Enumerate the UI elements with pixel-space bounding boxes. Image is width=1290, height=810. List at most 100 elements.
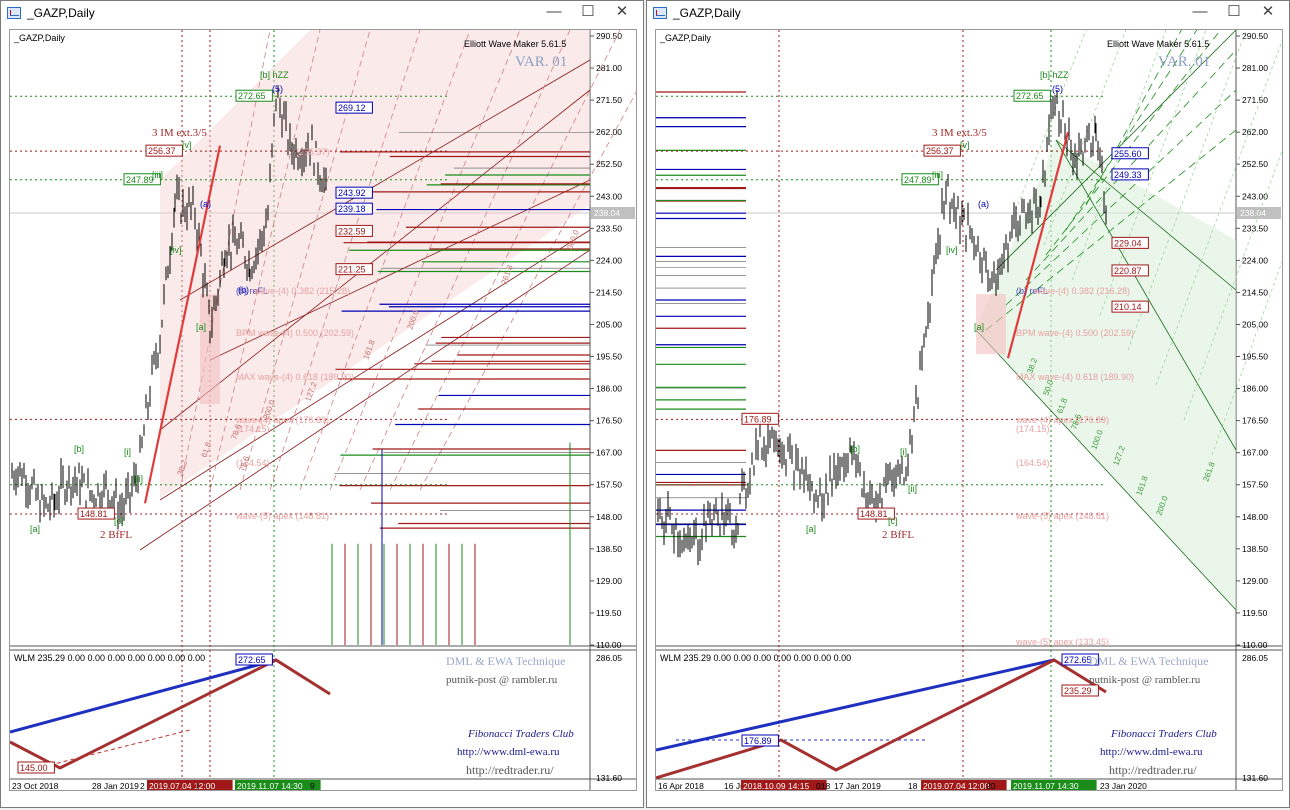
annotation: wave-(4) 0.382 (216.28) (1033, 286, 1130, 296)
chart-icon (7, 7, 21, 19)
price-chart-svg: 290.50 281.00 271.50 262.00 252.50 243.00 233.… (656, 30, 1282, 790)
price-box: 239.18 (338, 204, 366, 214)
symbol-label: _GAZP,Daily (660, 33, 711, 43)
sub-y-tick-label: 131.60 (596, 773, 622, 783)
indicator-name: Elliott Wave Maker 5.61.5 (464, 39, 567, 49)
trend-fan-line (1005, 89, 1237, 306)
price-box-frame (1111, 300, 1149, 313)
price-box-frame (335, 224, 373, 237)
x-time-marker (147, 780, 233, 790)
sub-header: WLM 235.29 0.00 0.00 0.00 0.00 0.00 0.00… (14, 653, 206, 663)
y-tick-label: 176.50 (596, 416, 622, 426)
minimize-button[interactable]: — (546, 3, 562, 20)
y-tick-label: 243.00 (596, 191, 622, 201)
sub-header: WLM 235.29 0.00 0.00 0.00 0.00 0.00 0.00… (660, 653, 852, 663)
price-box: 272.65 (1016, 91, 1044, 101)
wave-label: [ii] (908, 484, 917, 494)
impulse-line (1006, 131, 1070, 359)
y-tick-label: 262.00 (596, 127, 622, 137)
fib-fan-line (269, 30, 421, 491)
wave-label: [iv] (170, 245, 182, 255)
url2-link[interactable]: http://redtrader.ru/ (466, 763, 554, 777)
close-button[interactable]: ✕ (1261, 3, 1275, 20)
email-label: putnik-post @ rambler.ru (1089, 674, 1201, 686)
price-box-frame (1111, 168, 1149, 181)
wave-label: [a] (30, 524, 40, 534)
chart-window-left[interactable]: _GAZP,Daily — ☐ ✕ 290.50 281.00 271.50 262.… (0, 0, 644, 808)
wlm-zigzag (10, 658, 331, 770)
current-price-tag (591, 206, 635, 219)
annotation: (164.54) (236, 458, 270, 468)
wave-label: [a] (196, 322, 206, 332)
chart-window-right[interactable]: _GAZP,Daily — ☐ ✕ 290.50 281.00 271.50 262.… (646, 0, 1290, 808)
y-tick-label: 167.00 (1242, 448, 1268, 458)
sub-y-tick-label: 131.60 (1242, 773, 1268, 783)
sub-price-box-frame (741, 734, 779, 747)
x-tick-label: 2019.07.04 12:00 (923, 781, 989, 790)
window-title: _GAZP,Daily (27, 6, 95, 20)
close-button[interactable]: ✕ (615, 3, 629, 20)
y-tick-label: 186.00 (596, 384, 622, 394)
club-label: Fibonacci Traders Club (1111, 728, 1217, 740)
wave-channel-shade (160, 30, 590, 498)
price-box: 256.37 (148, 146, 176, 156)
var-label: VAR. 01 (515, 54, 568, 70)
chart-area[interactable]: 290.50 281.00 271.50 262.00 252.50 243.00 233.… (655, 29, 1283, 791)
annotation: (164.54) (1016, 458, 1050, 468)
chart-area[interactable]: 290.50 281.00 271.50 262.00 252.50 243.00 233.… (9, 29, 637, 791)
minimize-button[interactable]: — (1192, 3, 1208, 20)
url2-link[interactable]: http://redtrader.ru/ (1109, 763, 1197, 777)
price-box: 243.92 (338, 188, 366, 198)
annotation: wave-(5) apex (148.81) (1015, 511, 1109, 521)
y-tick-label: 290.50 (1242, 31, 1268, 41)
wave-label: [iii] (932, 170, 943, 180)
maximize-button[interactable]: ☐ (581, 3, 595, 20)
x-time-marker (921, 780, 1007, 790)
y-tick-label: 281.00 (596, 63, 622, 73)
title-bar[interactable]: _GAZP,Daily — ☐ ✕ (647, 1, 1289, 25)
y-tick-label: 205.00 (596, 319, 622, 329)
price-box-frame (335, 101, 373, 114)
url1-link[interactable]: http://www.dml-ewa.ru (457, 746, 560, 758)
sub-price-box: 272.65 (238, 655, 266, 665)
x-time-marker (235, 780, 321, 790)
price-box-frame (335, 186, 373, 199)
price-box: 272.65 (238, 91, 266, 101)
annotation: 2 BfFL (100, 529, 132, 541)
annotation: (174.15) (1016, 424, 1050, 434)
price-box-frame (857, 507, 895, 520)
var-label: VAR. 01 (1158, 54, 1211, 70)
target-zone (976, 294, 1006, 355)
wave-label: [iii] (152, 170, 163, 180)
price-box-frame (923, 144, 961, 157)
maximize-button[interactable]: ☐ (1227, 3, 1241, 20)
price-box: 229.04 (1114, 238, 1142, 248)
wave-label: (5) (1052, 84, 1063, 94)
x-tick-label: 23 Oct 2018 (12, 781, 59, 790)
price-box: 256.37 (926, 146, 954, 156)
wlm-zigzag (656, 658, 1107, 780)
symbol-label: _GAZP,Daily (14, 33, 65, 43)
price-box-frame (1111, 147, 1149, 160)
current-price-label: 238.04 (1240, 208, 1266, 218)
sub-price-box-frame (1061, 684, 1099, 697)
y-tick-label: 214.50 (596, 287, 622, 297)
current-price-label: 238.04 (594, 208, 620, 218)
title-bar[interactable]: _GAZP,Daily — ☐ ✕ (1, 1, 643, 25)
y-tick-label: 281.00 (1242, 63, 1268, 73)
annotation: (174.15) (236, 424, 270, 434)
sub-price-box-frame (235, 653, 273, 666)
annotation: wave-(4) apex (176.89) (1015, 415, 1109, 425)
channel-line (1055, 139, 1237, 291)
y-tick-label: 167.00 (596, 448, 622, 458)
y-tick-label: 271.50 (1242, 95, 1268, 105)
url1-link[interactable]: http://www.dml-ewa.ru (1100, 746, 1203, 758)
y-tick-label: 233.50 (596, 223, 622, 233)
sub-price-box: 272.65 (1064, 655, 1092, 665)
annotation: wave-(5) apex (133.45) (1015, 637, 1109, 647)
wlm-guide (49, 729, 191, 766)
x-tick-label: 2019.07.04 12:00 (149, 781, 215, 790)
wave-label: [v] (960, 140, 970, 150)
wave-label: [a] (806, 524, 816, 534)
sub-price-box-frame (17, 761, 55, 774)
